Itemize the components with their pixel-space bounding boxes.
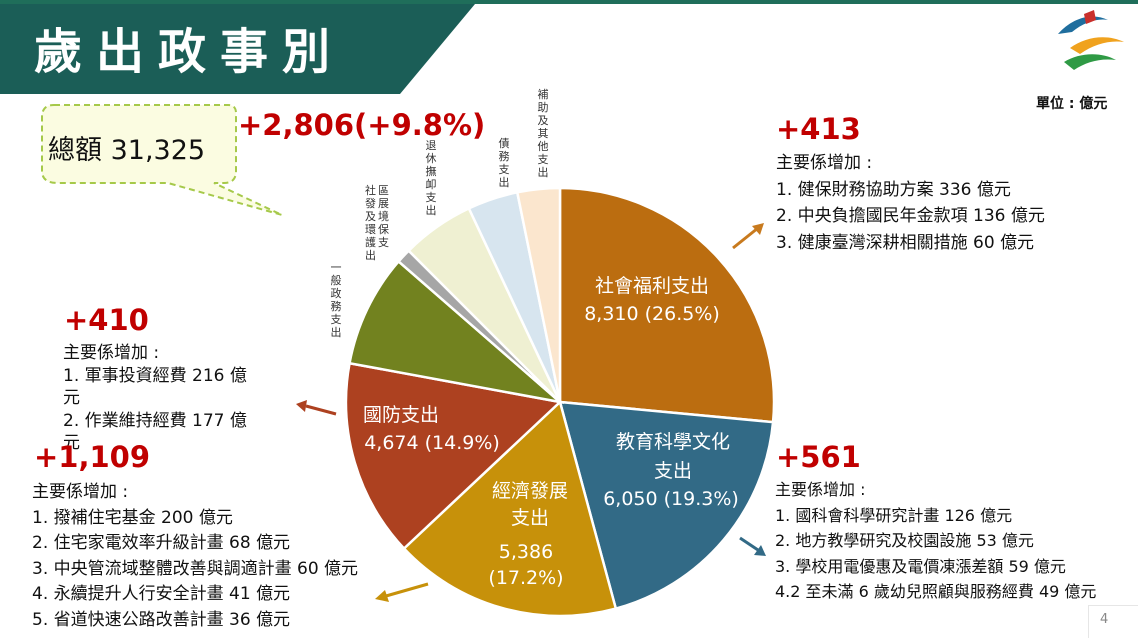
total-callout: [41, 104, 283, 216]
slice-label-economic-1: 經濟發展: [492, 480, 568, 502]
slice-label-education-1: 教育科學文化: [616, 431, 730, 453]
slice-value-education: 6,050 (19.3%): [603, 488, 739, 510]
slice-value-economic: 5,386: [499, 541, 553, 563]
defense-item: 元: [63, 388, 80, 408]
arrow-head-economic: [375, 590, 389, 602]
page-title: 歲出政事別: [34, 24, 345, 80]
education-item: 1. 國科會科學研究計畫 126 億元: [775, 505, 1013, 525]
social-heading: 主要係增加 :: [776, 153, 873, 173]
arrow-head-education: [754, 545, 766, 556]
slice-label-pension: 退休撫卹支出: [425, 139, 437, 217]
pie-slice-8: [515, 186, 562, 403]
economic-item: 3. 中央管流域整體改善與調適計畫 60 億元: [32, 558, 359, 579]
slice-value-social: 8,310 (26.5%): [584, 303, 720, 325]
social-item: 1. 健保財務協助方案 336 億元: [776, 179, 1011, 200]
economic-item: 1. 撥補住宅基金 200 億元: [32, 507, 233, 528]
defense-change: +410: [64, 303, 149, 337]
unit-label: 單位 : 億元: [1036, 96, 1108, 112]
slice-value-defense: 4,674 (14.9%): [364, 432, 500, 454]
total-label: 總額: [48, 135, 102, 166]
social-item: 2. 中央負擔國民年金款項 136 億元: [776, 206, 1045, 226]
education-change: +561: [776, 440, 861, 474]
slice-pct-economic: (17.2%): [488, 567, 563, 589]
pie-slice-2: [402, 399, 618, 618]
education-heading: 主要係增加 :: [775, 480, 866, 499]
education-item: 2. 地方教學研究及校園設施 53 億元: [775, 531, 1034, 550]
defense-heading: 主要係增加 :: [63, 343, 160, 363]
economic-heading: 主要係增加 :: [32, 482, 129, 502]
education-item: 3. 學校用電優惠及電價凍漲差額 59 億元: [775, 556, 1066, 576]
title-banner: [0, 4, 475, 94]
social-detail: 主要係增加 : 1. 健保財務協助方案 336 億元 2. 中央負擔國民年金款項…: [776, 150, 1045, 256]
top-accent-bar: [0, 0, 1138, 4]
economic-item: 4. 永續提升人行安全計畫 41 億元: [32, 584, 291, 604]
defense-item: 1. 軍事投資經費 216 億: [63, 365, 247, 386]
arrow-head-defense: [296, 400, 307, 412]
arrow-education: [739, 536, 759, 552]
defense-item: 元: [63, 433, 80, 453]
education-detail: 主要係增加 : 1. 國科會科學研究計畫 126 億元 2. 地方教學研究及校園…: [775, 477, 1096, 605]
slice-label-general: 一般政務支出: [330, 261, 342, 339]
education-item: 4.2 至未滿 6 歲幼兒照顧與服務經費 49 億元: [775, 582, 1097, 601]
defense-detail: 主要係增加 : 1. 軍事投資經費 216 億 元 2. 作業維持經費 177 …: [63, 342, 247, 455]
pie-slice-4: [348, 259, 565, 405]
economic-detail: 主要係增加 : 1. 撥補住宅基金 200 億元 2. 住宅家電效率升級計畫 6…: [32, 480, 358, 633]
arrow-head-social: [752, 223, 764, 235]
pie-slice-0: [558, 186, 776, 424]
arrows: [296, 223, 766, 602]
total-change: +2,806(+9.8%): [238, 108, 486, 142]
arrow-economic: [385, 582, 429, 598]
economic-item: 2. 住宅家電效率升級計畫 68 億元: [32, 533, 291, 553]
logo-icon: [1058, 10, 1124, 70]
slice-label-community-1: 社發及環護出: [365, 184, 376, 262]
pie-slice-3: [344, 361, 563, 551]
pie-slice-1: [558, 400, 775, 611]
total-value: 31,325: [110, 135, 206, 166]
slice-label-social: 社會福利支出: [595, 275, 709, 297]
arrow-social: [732, 226, 759, 250]
economic-change: +1,109: [34, 440, 151, 474]
economic-item: 5. 省道快速公路改善計畫 36 億元: [32, 609, 291, 630]
social-item: 3. 健康臺灣深耕相關措施 60 億元: [776, 232, 1035, 253]
slice-label-community-2: 區展境保支: [378, 184, 389, 249]
total-amount: 總額 31,325: [48, 128, 205, 167]
slice-label-defense: 國防支出: [363, 404, 439, 426]
slice-label-debt: 債務支出: [498, 137, 510, 189]
slice-label-education-2: 支出: [654, 460, 692, 482]
page-number: 4: [1100, 612, 1109, 627]
social-change: +413: [776, 112, 861, 146]
arrow-defense: [305, 404, 337, 416]
slice-label-subsidy: 補助及其他支出: [537, 88, 549, 179]
slice-label-economic-2: 支出: [511, 507, 549, 529]
defense-item: 2. 作業維持經費 177 億: [63, 410, 247, 431]
page-number-box: [1088, 605, 1138, 638]
